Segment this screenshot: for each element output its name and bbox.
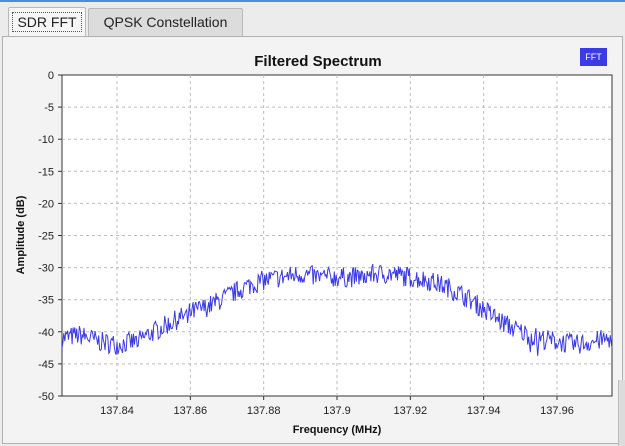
fft-series-line bbox=[61, 263, 613, 356]
y-axis-label: Amplitude (dB) bbox=[15, 195, 27, 274]
x-tick-label: 137.84 bbox=[100, 405, 134, 417]
x-tick-label: 137.92 bbox=[394, 405, 428, 417]
legend-fft: FFT bbox=[580, 48, 607, 66]
y-tick-label: -40 bbox=[38, 327, 54, 339]
chart-title: Filtered Spectrum bbox=[254, 53, 382, 70]
y-tick-label: -10 bbox=[38, 134, 54, 146]
tab-sdr-fft-label: SDR FFT bbox=[12, 12, 82, 32]
x-axis-label: Frequency (MHz) bbox=[293, 424, 382, 436]
window-resize-edge[interactable] bbox=[618, 380, 625, 446]
chart-panel: Filtered Spectrum 137.84 137.86 137.88 137.… bbox=[2, 36, 623, 444]
tab-qpsk-constellation-label: QPSK Constellation bbox=[103, 14, 228, 30]
y-tick-label: -30 bbox=[38, 263, 54, 275]
window-top-accent bbox=[0, 0, 625, 2]
tab-bar: SDR FFT QPSK Constellation bbox=[0, 2, 625, 38]
y-tick-label: -45 bbox=[38, 359, 54, 371]
y-tick-label: -5 bbox=[44, 102, 54, 114]
legend-fft-label: FFT bbox=[585, 52, 602, 62]
x-tick-label: 137.96 bbox=[540, 405, 574, 417]
tab-qpsk-constellation[interactable]: QPSK Constellation bbox=[88, 8, 243, 36]
x-tick-label: 137.94 bbox=[467, 405, 501, 417]
y-tick-label: 0 bbox=[48, 70, 54, 82]
y-tick-label: -35 bbox=[38, 295, 54, 307]
x-tick-label: 137.86 bbox=[174, 405, 208, 417]
y-tick-label: -15 bbox=[38, 166, 54, 178]
y-tick-label: -50 bbox=[38, 391, 54, 403]
tab-sdr-fft[interactable]: SDR FFT bbox=[8, 7, 86, 37]
x-tick-label: 137.9 bbox=[323, 405, 351, 417]
x-tick-label: 137.88 bbox=[247, 405, 281, 417]
y-tick-label: -20 bbox=[38, 198, 54, 210]
spectrum-chart: Filtered Spectrum 137.84 137.86 137.88 137.… bbox=[15, 53, 613, 436]
y-tick-label: -25 bbox=[38, 231, 54, 243]
